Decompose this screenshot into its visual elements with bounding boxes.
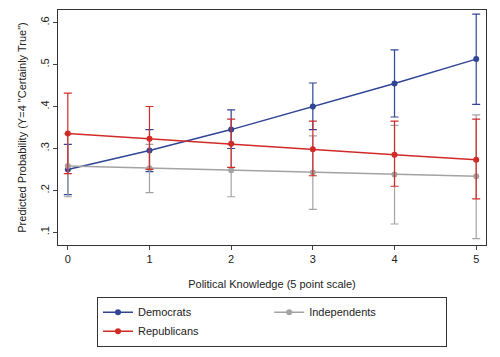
svg-text:1: 1 (146, 253, 152, 265)
svg-text:Predicted Probability (Y=4 "Ce: Predicted Probability (Y=4 "Certainly Tr… (16, 22, 28, 232)
svg-text:5: 5 (473, 253, 479, 265)
svg-text:4: 4 (391, 253, 397, 265)
svg-text:Republicans: Republicans (138, 325, 199, 337)
svg-text:.1: .1 (39, 226, 51, 235)
svg-text:.4: .4 (39, 100, 51, 109)
svg-text:0: 0 (65, 253, 71, 265)
svg-text:.5: .5 (39, 58, 51, 67)
svg-text:2: 2 (228, 253, 234, 265)
svg-text:Political Knowledge (5 point s: Political Knowledge (5 point scale) (188, 278, 356, 290)
svg-text:.2: .2 (39, 184, 51, 193)
svg-text:.3: .3 (39, 142, 51, 151)
svg-text:3: 3 (310, 253, 316, 265)
svg-text:Democrats: Democrats (138, 306, 192, 318)
svg-text:Independents: Independents (309, 306, 376, 318)
svg-text:.6: .6 (39, 16, 51, 25)
